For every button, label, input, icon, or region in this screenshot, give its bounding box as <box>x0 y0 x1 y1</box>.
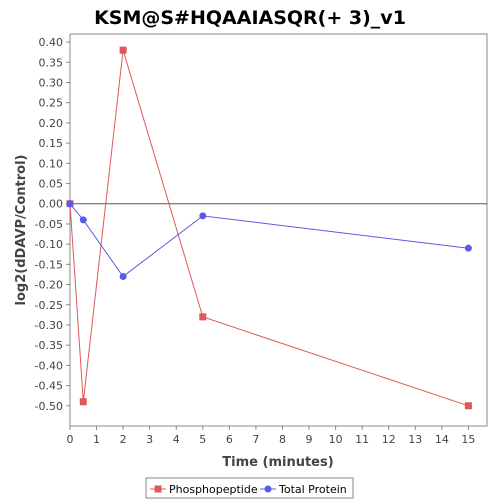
y-axis-label: log2(dDAVP/Control) <box>14 155 29 306</box>
x-tick-label: 4 <box>173 433 180 446</box>
y-tick-label: 0.20 <box>39 117 64 130</box>
x-tick-label: 9 <box>306 433 313 446</box>
x-tick-label: 11 <box>355 433 369 446</box>
x-tick-label: 7 <box>252 433 259 446</box>
legend-swatch-total-protein <box>264 485 272 493</box>
x-axis-label: Time (minutes) <box>222 455 333 470</box>
y-tick-label: -0.35 <box>35 339 63 352</box>
x-tick-label: 3 <box>146 433 153 446</box>
y-tick-label: 0.25 <box>39 97 64 110</box>
y-tick-label: 0.15 <box>39 137 64 150</box>
y-tick-label: -0.15 <box>35 258 63 271</box>
phosphopeptide-point <box>119 46 127 54</box>
y-tick-label: -0.10 <box>35 238 63 251</box>
phosphopeptide-point <box>79 398 87 406</box>
x-tick-label: 13 <box>408 433 422 446</box>
y-tick-label: 0.30 <box>39 76 64 89</box>
total-protein-point <box>66 200 74 208</box>
y-tick-label: -0.50 <box>35 400 63 413</box>
legend: Phosphopeptide Total Protein <box>145 477 354 499</box>
x-tick-label: 5 <box>199 433 206 446</box>
y-tick-label: -0.20 <box>35 279 63 292</box>
phosphopeptide-point <box>464 402 472 410</box>
x-axis: 0 1 2 3 4 5 6 7 8 9 10 11 12 13 14 15 <box>67 426 475 446</box>
chart-title: KSM@S#HQAAIASQR(+ 3)_v1 <box>94 7 406 29</box>
x-tick-label: 14 <box>435 433 449 446</box>
total-protein-point <box>119 272 127 280</box>
phosphopeptide-point <box>199 313 207 321</box>
y-tick-label: -0.40 <box>35 359 63 372</box>
x-tick-label: 15 <box>461 433 475 446</box>
x-tick-label: 2 <box>120 433 127 446</box>
legend-label-total-protein: Total Protein <box>278 483 347 496</box>
legend-swatch-phosphopeptide <box>154 485 162 493</box>
total-protein-point <box>199 212 207 220</box>
total-protein-point <box>464 244 472 252</box>
y-tick-label: -0.30 <box>35 319 63 332</box>
total-protein-point <box>79 216 87 224</box>
y-tick-label: 0.40 <box>39 36 64 49</box>
y-tick-label: -0.25 <box>35 299 63 312</box>
x-tick-label: 10 <box>329 433 343 446</box>
y-tick-label: 0.00 <box>39 198 64 211</box>
y-tick-label: 0.35 <box>39 56 64 69</box>
y-axis: 0.40 0.35 0.30 0.25 0.20 0.15 0.10 0.05 0.00 -0.0… <box>35 36 70 413</box>
y-tick-label: 0.10 <box>39 157 64 170</box>
y-tick-label: -0.45 <box>35 380 63 393</box>
plot-area <box>69 33 488 427</box>
y-tick-label: -0.05 <box>35 218 63 231</box>
legend-label-phosphopeptide: Phosphopeptide <box>169 483 258 496</box>
x-tick-label: 12 <box>382 433 396 446</box>
legend-box <box>145 477 354 499</box>
x-tick-label: 8 <box>279 433 286 446</box>
series-layer <box>66 46 472 410</box>
x-tick-label: 0 <box>67 433 74 446</box>
x-tick-label: 1 <box>93 433 100 446</box>
x-tick-label: 6 <box>226 433 233 446</box>
y-tick-label: 0.05 <box>39 178 64 191</box>
